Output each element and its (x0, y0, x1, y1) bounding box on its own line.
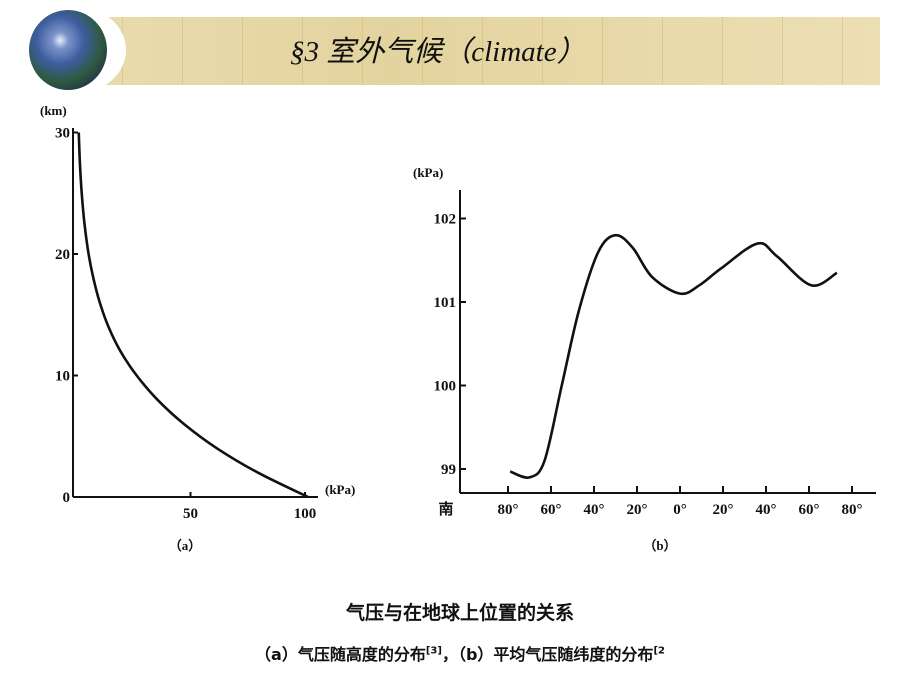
x-tick-label: 20° (713, 502, 734, 518)
x-tick-label: 100 (294, 506, 317, 522)
x-tick-label: 80° (842, 502, 863, 518)
x-tick-label: 80° (498, 502, 519, 518)
chart-altitude-pressure: 0 10 20 30 50 100 (km) (kPa) （a） (40, 103, 355, 553)
y-tick-label: 30 (55, 126, 70, 142)
banner-grid-line (422, 17, 423, 85)
reference-b: [2 (653, 645, 665, 657)
x-tick-label: 20° (627, 502, 648, 518)
y-axis-unit: (km) (40, 103, 67, 118)
banner-grid-line (602, 17, 603, 85)
banner-grid-line (542, 17, 543, 85)
banner-grid-line (842, 17, 843, 85)
x-tick-label: 0° (673, 502, 687, 518)
banner-grid-line (362, 17, 363, 85)
x-axis-unit: (kPa) (325, 482, 355, 497)
slide-title: §3 室外气候（climate） (290, 36, 586, 68)
y-axis-unit: (kPa) (413, 165, 443, 180)
y-tick-label: 0 (63, 490, 71, 506)
reference-a: [3] (425, 645, 442, 657)
chart-latitude-pressure: 99 100 101 102 80° 60° 40° 20° 0° 20° 40° 60° 80° 南 (k… (413, 165, 876, 553)
panel-label-a: （a） (169, 538, 202, 553)
banner-grid-line (302, 17, 303, 85)
subcaption-a: （a）气压随高度的分布 (255, 645, 426, 664)
pressure-latitude-curve (509, 233, 838, 479)
globe-logo-icon (29, 10, 107, 90)
banner-grid-line (662, 17, 663, 85)
banner-grid-line (482, 17, 483, 85)
y-tick-label: 101 (434, 295, 457, 311)
y-tick-label: 99 (441, 462, 456, 478)
figure-subcaption: （a）气压随高度的分布[3]，（b）平均气压随纬度的分布[2 (0, 641, 920, 665)
banner-grid-line (782, 17, 783, 85)
banner-grid-line (722, 17, 723, 85)
banner-grid-line (182, 17, 183, 85)
banner-grid-line (242, 17, 243, 85)
x-tick-label: 60° (799, 502, 820, 518)
y-tick-label: 100 (434, 379, 457, 395)
y-tick-label: 102 (434, 212, 457, 228)
y-tick-label: 10 (55, 369, 70, 385)
figure-caption: 气压与在地球上位置的关系 (345, 602, 574, 624)
x-tick-label: 40° (584, 502, 605, 518)
subcaption-b: （b）平均气压随纬度的分布 (457, 645, 654, 664)
x-tick-label: 60° (541, 502, 562, 518)
y-tick-label: 20 (55, 247, 70, 263)
x-tick-label: 50 (183, 506, 198, 522)
subcaption-sep: ， (441, 645, 458, 664)
x-axis-south-label: 南 (438, 500, 453, 518)
pressure-altitude-curve (77, 132, 309, 499)
x-tick-label: 40° (756, 502, 777, 518)
panel-label-b: （b） (643, 538, 676, 553)
title-banner (62, 17, 880, 85)
